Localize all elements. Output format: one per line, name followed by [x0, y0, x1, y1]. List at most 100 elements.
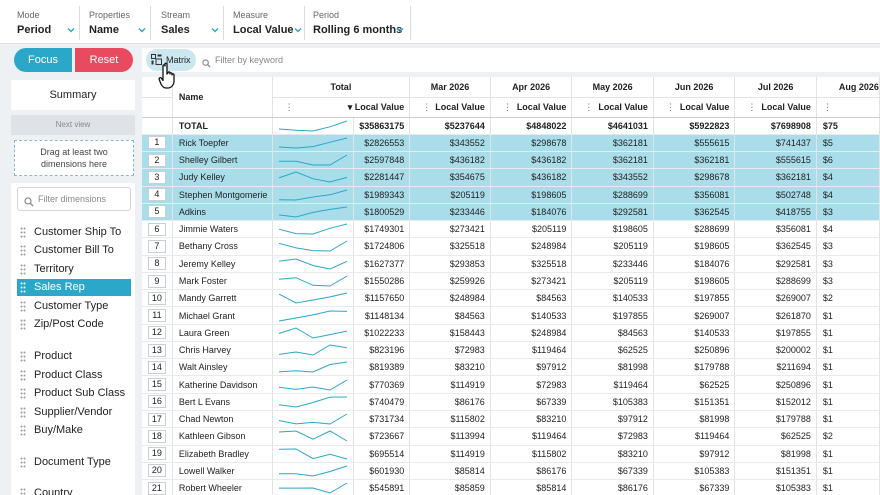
kebab-icon[interactable]: ⋮	[584, 101, 594, 112]
table-row[interactable]: 18 Kathleen Gibson $723667 $113994 $119464 $7…	[142, 427, 880, 446]
value-cell[interactable]: $1	[816, 479, 880, 495]
name-cell[interactable]: TOTAL	[172, 117, 273, 135]
value-cell[interactable]: $115802	[490, 445, 573, 463]
total-value-cell[interactable]: $823196	[353, 341, 411, 360]
grip-icon[interactable]	[20, 282, 26, 293]
value-cell[interactable]: $261870	[734, 306, 817, 325]
total-value-cell[interactable]: $1749301	[353, 220, 411, 239]
value-cell[interactable]: $325518	[490, 255, 573, 273]
total-value-cell[interactable]: $1989343	[353, 186, 411, 204]
value-cell[interactable]: $205119	[409, 186, 491, 204]
measure-header[interactable]: ⋮ Local Value	[490, 97, 573, 118]
value-cell[interactable]: $140533	[571, 289, 654, 308]
value-cell[interactable]: $1	[816, 445, 880, 463]
grip-icon[interactable]	[20, 425, 26, 436]
value-cell[interactable]: $2	[816, 427, 880, 446]
value-cell[interactable]: $5922823	[653, 117, 736, 135]
value-cell[interactable]: $1	[816, 410, 880, 429]
column-header-period[interactable]: Jul 2026	[734, 77, 817, 98]
dimension-item[interactable]: Country	[17, 485, 131, 495]
row-number[interactable]: 20	[147, 464, 166, 478]
value-cell[interactable]: $5237644	[409, 117, 491, 135]
value-cell[interactable]: $436182	[409, 151, 491, 170]
total-value-cell[interactable]: $1724806	[353, 237, 411, 256]
name-cell[interactable]: Stephen Montgomerie	[172, 186, 273, 204]
column-header-period[interactable]: Aug 2026	[816, 77, 880, 98]
grip-icon[interactable]	[20, 388, 26, 399]
value-cell[interactable]: $288699	[571, 186, 654, 204]
grip-icon[interactable]	[20, 370, 26, 381]
table-row[interactable]: 14 Walt Ainsley $819389 $83210 $97912 $81998 $…	[142, 358, 880, 377]
value-cell[interactable]: $184076	[490, 203, 573, 222]
grip-icon[interactable]	[20, 351, 26, 362]
value-cell[interactable]: $362545	[734, 237, 817, 256]
value-cell[interactable]: $105383	[571, 393, 654, 412]
value-cell[interactable]: $67339	[571, 462, 654, 481]
filter-period[interactable]: Period Rolling 6 months	[313, 6, 411, 40]
value-cell[interactable]: $418755	[734, 203, 817, 222]
value-cell[interactable]: $184076	[653, 255, 736, 273]
row-number[interactable]: 1	[147, 136, 166, 150]
value-cell[interactable]: $259926	[409, 272, 491, 291]
value-cell[interactable]: $62525	[571, 341, 654, 360]
value-cell[interactable]: $288699	[734, 272, 817, 291]
row-number[interactable]: 2	[147, 153, 166, 167]
kebab-icon[interactable]: ⋮	[284, 101, 294, 112]
kebab-icon[interactable]: ⋮	[822, 101, 832, 112]
value-cell[interactable]: $198605	[571, 220, 654, 239]
sort-down-icon[interactable]: ▾	[347, 101, 355, 112]
value-cell[interactable]: $1	[816, 324, 880, 342]
value-cell[interactable]: $298678	[653, 168, 736, 187]
value-cell[interactable]: $84563	[490, 289, 573, 308]
total-value-cell[interactable]: $1022233	[353, 324, 411, 342]
value-cell[interactable]: $354675	[409, 168, 491, 187]
value-cell[interactable]: $81998	[734, 445, 817, 463]
row-number[interactable]: 16	[147, 395, 166, 409]
name-cell[interactable]: Katherine Davidson	[172, 375, 273, 394]
summary-button[interactable]: Summary	[11, 80, 135, 110]
total-value-cell[interactable]: $731734	[353, 410, 411, 429]
name-cell[interactable]: Robert Wheeler	[172, 479, 273, 495]
value-cell[interactable]: $741437	[734, 134, 817, 153]
value-cell[interactable]: $72983	[409, 341, 491, 360]
measure-header[interactable]: ⋮ Local Value	[571, 97, 654, 118]
kebab-icon[interactable]: ⋮	[502, 101, 512, 112]
name-cell[interactable]: Mandy Garrett	[172, 289, 273, 308]
value-cell[interactable]: $205119	[571, 237, 654, 256]
value-cell[interactable]: $343552	[571, 168, 654, 187]
row-number[interactable]: 14	[147, 360, 166, 374]
dimension-item[interactable]: Supplier/Vendor	[17, 404, 131, 421]
value-cell[interactable]: $75	[816, 117, 880, 135]
column-header-period[interactable]: Apr 2026	[490, 77, 573, 98]
name-cell[interactable]: Lowell Walker	[172, 462, 273, 481]
measure-header[interactable]: ⋮ Local Value	[653, 97, 736, 118]
value-cell[interactable]: $86176	[571, 479, 654, 495]
focus-button[interactable]: Focus	[14, 48, 72, 72]
value-cell[interactable]: $6	[816, 151, 880, 170]
name-cell[interactable]: Kathleen Gibson	[172, 427, 273, 446]
grip-icon[interactable]	[20, 301, 26, 312]
value-cell[interactable]: $248984	[490, 324, 573, 342]
value-cell[interactable]: $555615	[734, 151, 817, 170]
value-cell[interactable]: $502748	[734, 186, 817, 204]
value-cell[interactable]: $555615	[653, 134, 736, 153]
value-cell[interactable]: $2	[816, 289, 880, 308]
row-number[interactable]: 9	[147, 274, 166, 288]
value-cell[interactable]: $62525	[734, 427, 817, 446]
name-cell[interactable]: Michael Grant	[172, 306, 273, 325]
name-cell[interactable]: Laura Green	[172, 324, 273, 342]
table-row[interactable]: 20 Lowell Walker $601930 $85814 $86176 $67339…	[142, 462, 880, 481]
value-cell[interactable]: $200002	[734, 341, 817, 360]
value-cell[interactable]: $119464	[653, 427, 736, 446]
value-cell[interactable]: $197855	[734, 324, 817, 342]
total-row[interactable]: TOTAL $35863175 $5237644 $4848022 $4641031 $5…	[142, 117, 880, 135]
total-value-cell[interactable]: $770369	[353, 375, 411, 394]
value-cell[interactable]: $198605	[653, 237, 736, 256]
row-number[interactable]: 6	[147, 222, 166, 236]
dimension-item[interactable]: Product Class	[17, 367, 131, 384]
dimension-item[interactable]: Customer Bill To	[17, 242, 131, 259]
total-value-cell[interactable]: $1148134	[353, 306, 411, 325]
value-cell[interactable]: $97912	[653, 445, 736, 463]
name-cell[interactable]: Bethany Cross	[172, 237, 273, 256]
value-cell[interactable]: $83210	[571, 445, 654, 463]
